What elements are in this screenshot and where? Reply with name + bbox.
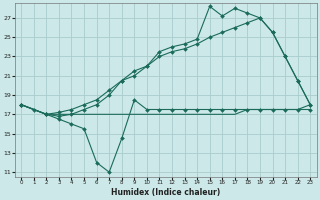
X-axis label: Humidex (Indice chaleur): Humidex (Indice chaleur) (111, 188, 220, 197)
